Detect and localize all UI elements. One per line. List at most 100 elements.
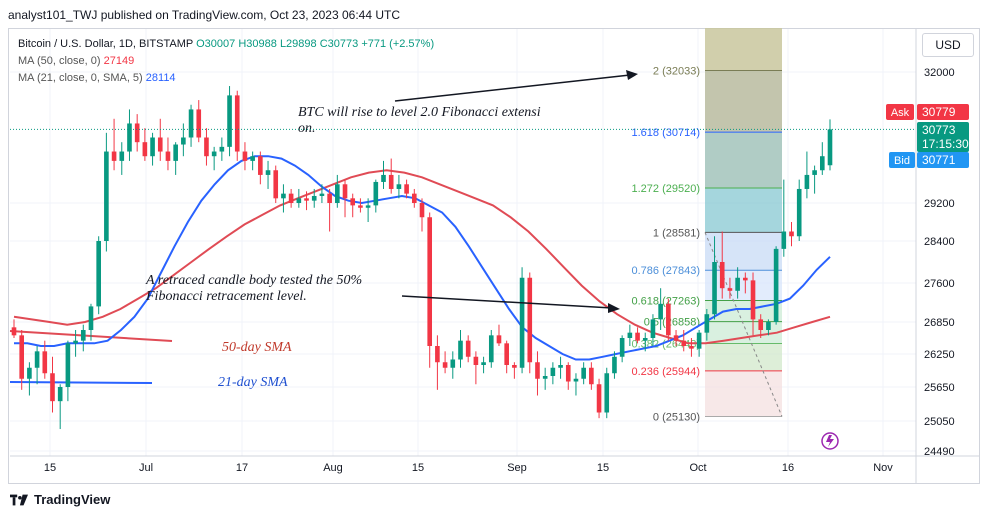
- currency-selector[interactable]: USD: [922, 33, 974, 57]
- fib-level-label: 0.786 (27843): [632, 265, 701, 277]
- candle-body: [827, 129, 833, 166]
- chart-frame: [8, 28, 980, 484]
- candle-body: [512, 365, 517, 368]
- ma50-legend-label: MA (50, close, 0): [18, 55, 101, 67]
- candle-body: [804, 174, 810, 189]
- candle-body: [712, 262, 717, 315]
- candle-body: [604, 373, 610, 413]
- candle-body: [558, 365, 563, 368]
- candle-body: [689, 346, 694, 349]
- candle-body: [673, 335, 679, 341]
- candle-body: [450, 359, 456, 368]
- fib-band: [705, 370, 782, 417]
- x-tick-label: 15: [597, 462, 609, 474]
- candlestick-chart: 15 Jul 17 Aug 15 Sep 15 Oct 16 Nov 32000 29200 28400…: [9, 28, 980, 484]
- candle-body: [304, 198, 309, 201]
- tradingview-logo-icon: [10, 494, 28, 505]
- candle-body: [396, 184, 402, 189]
- candle-body: [358, 205, 363, 208]
- ma21-stub-line: [9, 381, 153, 384]
- candle-body: [573, 378, 579, 382]
- candle-body: [458, 340, 463, 360]
- candle-body: [119, 151, 125, 161]
- fib-level-label: 1.272 (29520): [632, 183, 701, 195]
- candle-body: [758, 319, 764, 330]
- candle-body: [435, 346, 440, 363]
- candle-body: [73, 340, 78, 344]
- fib-level-label: 0.5 (26858): [644, 317, 700, 329]
- candle-body: [766, 322, 771, 330]
- candle-body: [427, 217, 433, 346]
- fib-level-label: 0 (25130): [653, 411, 700, 423]
- candle-body: [519, 277, 525, 368]
- candle-body: [273, 170, 279, 199]
- annotation-retracement-arrow: [401, 295, 613, 309]
- fib-level-label: 2 (32033): [653, 65, 700, 77]
- candle-body: [696, 332, 702, 349]
- candle-body: [42, 351, 48, 374]
- candle-body: [727, 288, 733, 291]
- candle-body: [381, 174, 386, 182]
- candle-body: [111, 151, 117, 161]
- candle-body: [265, 170, 271, 175]
- ma50-line: [13, 169, 831, 345]
- legend-symbol-row: Bitcoin / U.S. Dollar, 1D, BITSTAMP O300…: [18, 36, 434, 53]
- candle-body: [150, 137, 155, 157]
- candle-body: [666, 303, 671, 336]
- candle-body: [535, 362, 540, 379]
- candle-body: [550, 367, 556, 376]
- annotation-ma21-label: 21-day SMA: [218, 375, 288, 390]
- candle-body: [211, 151, 217, 157]
- annotation-extension-arrowhead: [626, 70, 638, 80]
- candle-body: [635, 332, 640, 341]
- candle-body: [589, 367, 594, 385]
- candle-body: [342, 184, 348, 199]
- candle-body: [319, 193, 325, 196]
- bid-price-value: 30771: [922, 153, 956, 167]
- x-tick-label: Aug: [323, 462, 343, 474]
- ask-price-badge: [917, 104, 969, 120]
- candle-body: [473, 356, 479, 365]
- candle-body: [481, 362, 486, 365]
- candle-body: [373, 181, 379, 206]
- last-price-value: 30773: [922, 123, 956, 137]
- ask-badge-tag: [886, 104, 914, 120]
- y-tick-label: 24490: [924, 446, 955, 458]
- fib-level-label: 0.236 (25944): [632, 366, 701, 378]
- symbol-label: Bitcoin / U.S. Dollar, 1D, BITSTAMP: [18, 38, 194, 50]
- candle-body: [819, 156, 825, 171]
- candle-body: [34, 351, 40, 368]
- candle-body: [65, 343, 71, 387]
- fib-band: [705, 232, 782, 271]
- candle-body: [465, 340, 471, 357]
- y-tick-label: 25050: [924, 416, 955, 428]
- ohlc-open: O30007: [196, 38, 236, 50]
- x-tick-label: 15: [44, 462, 56, 474]
- candle-body: [173, 144, 178, 161]
- ma21-legend-label: MA (21, close, 0, SMA, 5): [18, 72, 143, 84]
- candle-body: [281, 193, 286, 199]
- y-tick-label: 27600: [924, 278, 955, 290]
- legend-ma21-row: MA (21, close, 0, SMA, 5) 28114: [18, 70, 434, 87]
- candle-body: [219, 146, 225, 152]
- candle-body: [96, 241, 101, 307]
- annotation-extension-line1: BTC will rise to level 2.0 Fibonacci ext…: [298, 105, 541, 120]
- candle-body: [234, 95, 240, 152]
- candle-body: [411, 193, 417, 203]
- y-tick-label: 25650: [924, 382, 955, 394]
- candle-body: [743, 277, 748, 281]
- candle-body: [350, 198, 356, 206]
- fib-level-label: 0.618 (27263): [632, 296, 701, 308]
- fib-band: [705, 188, 782, 233]
- candle-body: [188, 109, 194, 138]
- candle-body: [719, 262, 725, 289]
- ohlc-close: C30773: [319, 38, 359, 50]
- candle-body: [296, 198, 302, 203]
- candle-body: [11, 327, 17, 336]
- candle-body: [204, 137, 209, 157]
- candle-body: [789, 231, 794, 237]
- y-tick-label: 32000: [924, 67, 955, 79]
- fib-band: [705, 270, 782, 301]
- lightning-icon: [826, 435, 834, 447]
- fib-band: [705, 132, 782, 189]
